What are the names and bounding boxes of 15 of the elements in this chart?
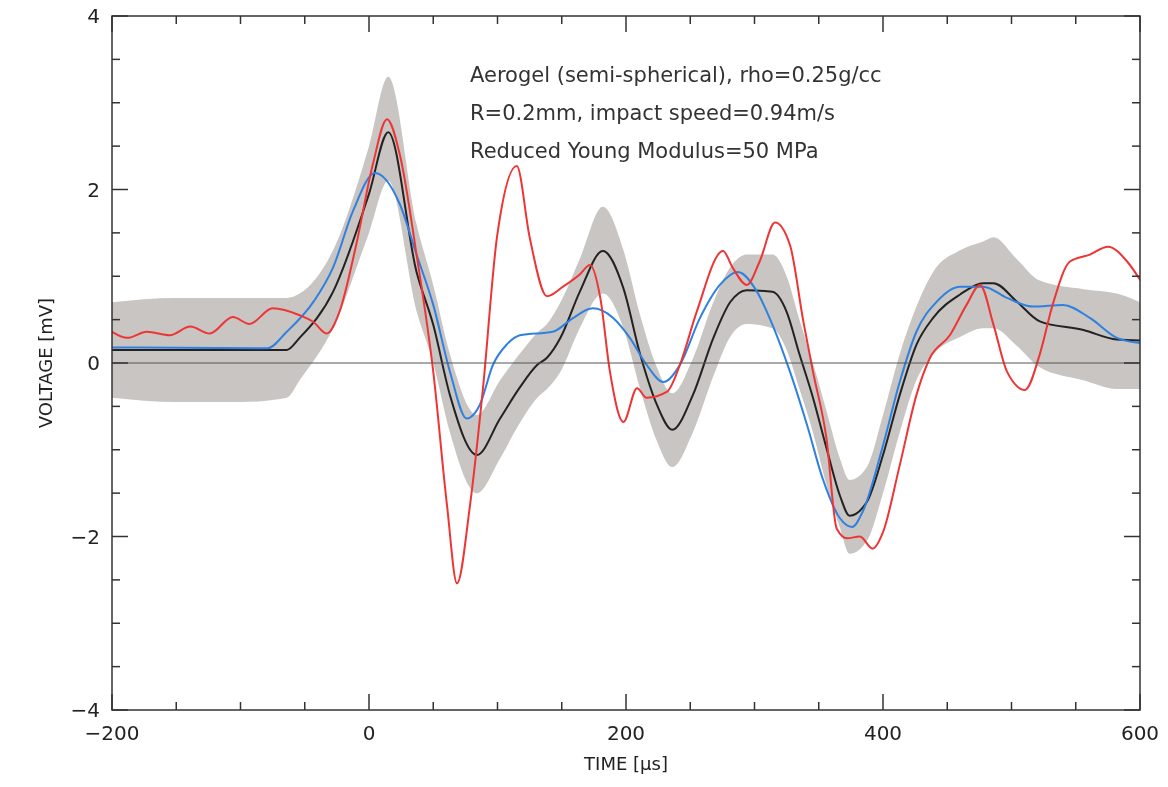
annotation: R=0.2mm, impact speed=0.94m/s bbox=[470, 101, 836, 125]
annotation: Aerogel (semi-spherical), rho=0.25g/cc bbox=[470, 63, 882, 87]
x-tick-label: 600 bbox=[1120, 721, 1160, 745]
x-tick-label: 400 bbox=[863, 721, 903, 745]
y-tick-label: −4 bbox=[70, 698, 100, 722]
x-axis-title: TIME [μs] bbox=[583, 753, 668, 774]
y-tick-label: 2 bbox=[87, 177, 100, 202]
annotation: Reduced Young Modulus=50 MPa bbox=[470, 139, 819, 163]
y-tick-label: 0 bbox=[87, 351, 100, 375]
y-tick-label: −2 bbox=[70, 524, 100, 549]
y-axis-title: VOLTAGE [mV] bbox=[35, 297, 56, 429]
x-tick-label: 200 bbox=[606, 721, 646, 745]
x-tick-label: −200 bbox=[84, 721, 140, 745]
y-tick-label: 4 bbox=[87, 4, 100, 28]
x-tick-label: 0 bbox=[362, 721, 376, 745]
